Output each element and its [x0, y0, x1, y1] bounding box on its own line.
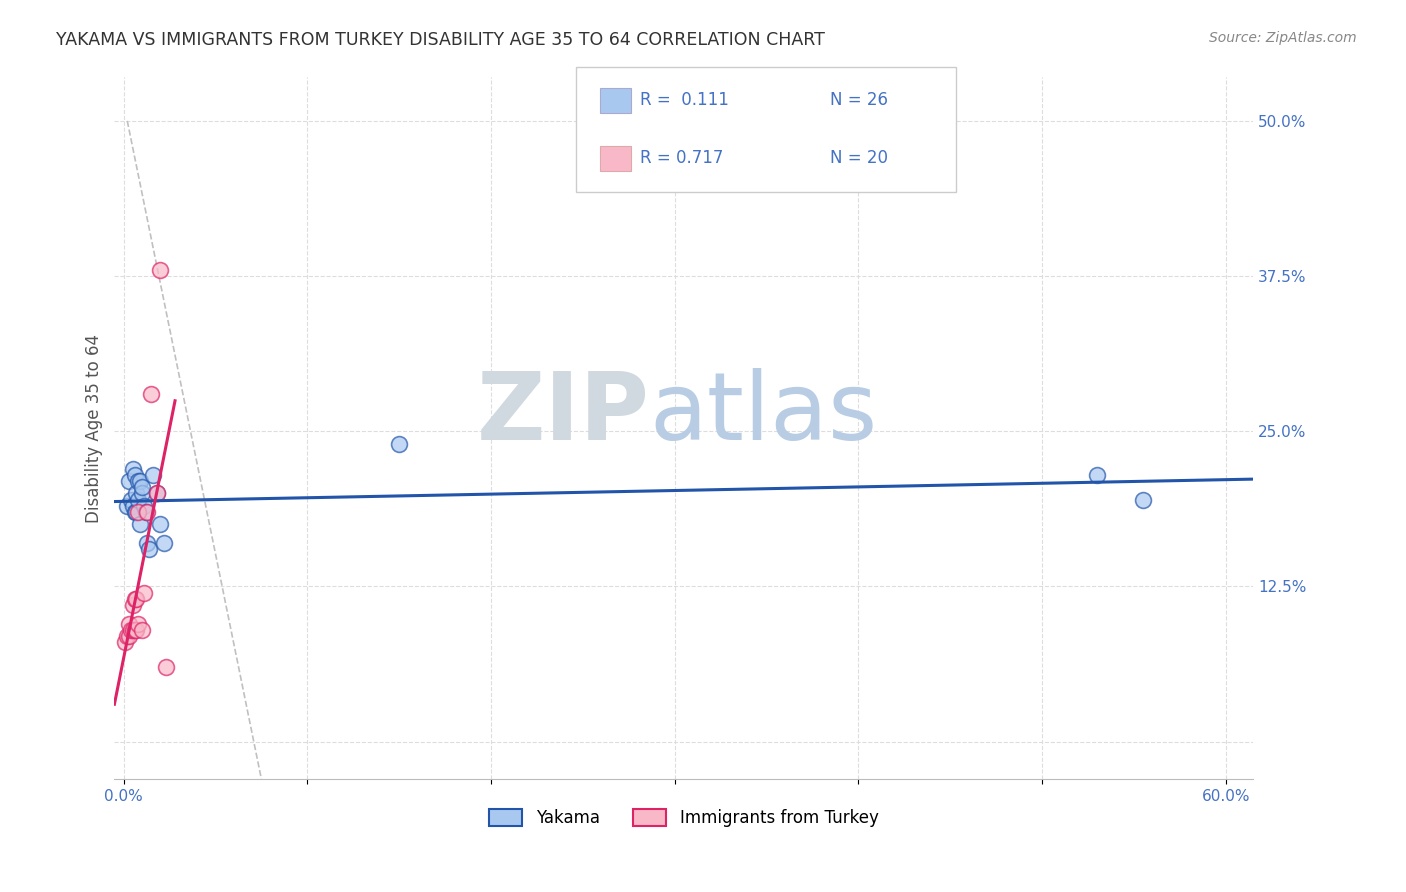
Point	[131, 623, 153, 637]
Point	[132, 499, 155, 513]
Text: atlas: atlas	[650, 368, 877, 460]
Point	[114, 635, 136, 649]
Point	[129, 517, 152, 532]
Point	[121, 623, 143, 637]
Text: R =  0.111: R = 0.111	[640, 91, 728, 110]
Point	[145, 486, 167, 500]
Point	[124, 505, 146, 519]
Point	[149, 263, 172, 277]
Text: R = 0.717: R = 0.717	[640, 149, 723, 168]
Point	[127, 616, 149, 631]
Point	[127, 492, 149, 507]
Text: N = 26: N = 26	[830, 91, 887, 110]
Point	[127, 505, 149, 519]
Point	[120, 492, 142, 507]
Point	[388, 436, 411, 450]
Point	[125, 505, 148, 519]
Point	[120, 623, 142, 637]
Y-axis label: Disability Age 35 to 64: Disability Age 35 to 64	[86, 334, 103, 523]
Point	[118, 629, 141, 643]
Text: Source: ZipAtlas.com: Source: ZipAtlas.com	[1209, 31, 1357, 45]
Point	[118, 616, 141, 631]
Point	[117, 499, 139, 513]
Point	[131, 486, 153, 500]
Point	[129, 474, 152, 488]
Legend: Yakama, Immigrants from Turkey: Yakama, Immigrants from Turkey	[482, 802, 886, 834]
Point	[121, 598, 143, 612]
Point	[121, 461, 143, 475]
Point	[141, 387, 163, 401]
Point	[145, 486, 167, 500]
Point	[136, 505, 159, 519]
Point	[118, 474, 141, 488]
Point	[135, 505, 157, 519]
Point	[138, 542, 160, 557]
Point	[1132, 492, 1154, 507]
Point	[136, 536, 159, 550]
Point	[125, 591, 148, 606]
Point	[124, 623, 146, 637]
Text: YAKAMA VS IMMIGRANTS FROM TURKEY DISABILITY AGE 35 TO 64 CORRELATION CHART: YAKAMA VS IMMIGRANTS FROM TURKEY DISABIL…	[56, 31, 825, 49]
Point	[142, 467, 165, 482]
Point	[131, 480, 153, 494]
Point	[125, 623, 148, 637]
Point	[121, 499, 143, 513]
Text: N = 20: N = 20	[830, 149, 887, 168]
Point	[125, 486, 148, 500]
Point	[1085, 467, 1108, 482]
Point	[153, 536, 176, 550]
Point	[124, 467, 146, 482]
Text: ZIP: ZIP	[477, 368, 650, 460]
Point	[127, 474, 149, 488]
Point	[155, 660, 177, 674]
Point	[124, 591, 146, 606]
Point	[132, 585, 155, 599]
Point	[149, 517, 172, 532]
Point	[117, 629, 139, 643]
